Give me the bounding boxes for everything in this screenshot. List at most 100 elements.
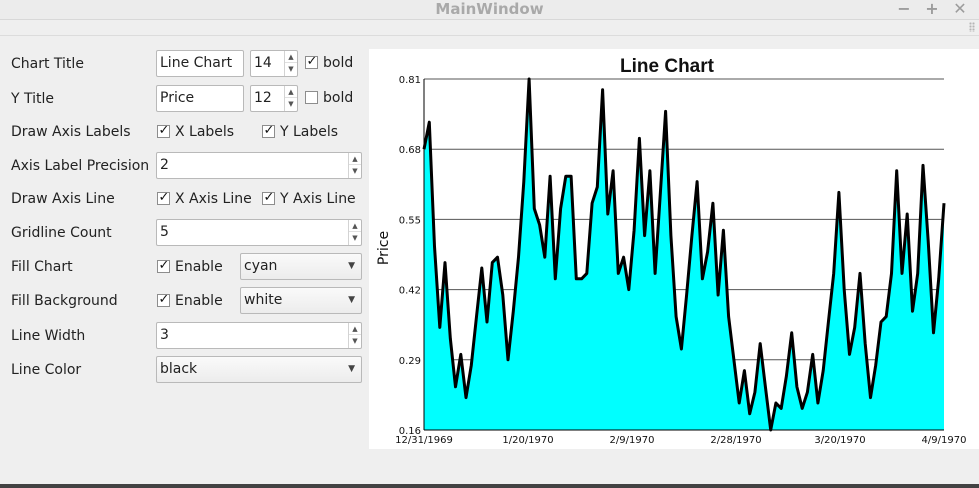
y-axis-title: Price [376,231,392,265]
spin-up-icon[interactable]: ▲ [349,153,361,165]
y-tick-label: 0.29 [399,356,421,367]
chart-title-size-spinbox[interactable]: 14 ▲ ▼ [250,50,298,77]
minimize-icon[interactable]: − [897,0,911,18]
fill-background-label: Fill Background [11,293,118,309]
y-tick-label: 0.68 [399,145,421,156]
check-mark-icon: ✓ [158,258,170,273]
chart-title-bold-checkbox[interactable]: ✓ bold [305,53,353,73]
fill-chart-color-combo[interactable]: cyan ▼ [240,253,362,280]
x-tick-label: 1/20/1970 [502,435,553,446]
line-color-combo[interactable]: black ▼ [156,356,362,383]
spin-up-icon[interactable]: ▲ [285,86,297,98]
gridline-count-label: Gridline Count [11,225,112,241]
chart-title-bold-label: bold [323,55,354,71]
y-title-label: Y Title [11,91,55,107]
fill-background-enable-label: Enable [175,293,223,309]
y-tick-label: 0.42 [399,286,421,297]
spin-up-icon[interactable]: ▲ [349,323,361,335]
fill-chart-label: Fill Chart [11,259,73,275]
draw-axis-labels-label: Draw Axis Labels [11,124,131,140]
chart-title-label: Chart Title [11,56,84,72]
spin-down-icon[interactable]: ▼ [352,337,358,345]
draw-axis-line-label: Draw Axis Line [11,191,115,207]
line-color-label: Line Color [11,362,82,378]
fill-background-color-combo[interactable]: white ▼ [240,287,362,314]
fill-chart-enable-label: Enable [175,259,223,275]
toolbar-grip-icon[interactable] [969,22,975,32]
x-tick-label: 3/20/1970 [814,435,865,446]
y-title-size-spinbox[interactable]: 12 ▲ ▼ [250,85,298,112]
line-width-spinbox[interactable]: 3 ▲ ▼ [156,322,362,349]
x-axis-line-checkbox[interactable]: ✓ X Axis Line [157,189,252,209]
chevron-down-icon: ▼ [348,261,355,271]
check-mark-icon: ✓ [158,292,170,307]
x-tick-label: 2/9/1970 [610,435,655,446]
window-bottom-border [0,484,979,488]
axis-label-precision-value: 2 [160,157,169,173]
check-mark-icon: ✓ [306,54,318,69]
fill-background-enable-checkbox[interactable]: ✓ Enable [157,291,223,311]
axis-label-precision-label: Axis Label Precision [11,158,150,174]
fill-chart-color-value: cyan [244,258,278,274]
toolbar-strip [0,20,979,36]
check-mark-icon: ✓ [263,190,275,205]
y-labels-checkbox[interactable]: ✓ Y Labels [262,122,338,142]
x-tick-label: 12/31/1969 [395,435,453,446]
y-title-bold-checkbox[interactable]: bold [305,88,353,108]
series-line [422,77,946,432]
checkbox-box[interactable]: ✓ [262,123,275,138]
checkbox-box[interactable]: ✓ [157,123,170,138]
chart-title-size-value: 14 [254,55,272,71]
checkbox-box[interactable] [305,91,318,104]
y-title-input[interactable]: Price [156,85,244,112]
spin-down-icon[interactable]: ▼ [288,65,294,73]
x-axis-line-label: X Axis Line [175,191,252,207]
axes [423,79,944,431]
checkbox-box[interactable]: ✓ [262,190,275,205]
x-labels-checkbox[interactable]: ✓ X Labels [157,122,234,142]
window-title: MainWindow [435,0,544,18]
spin-up-icon[interactable]: ▲ [285,51,297,63]
y-axis-line-checkbox[interactable]: ✓ Y Axis Line [262,189,356,209]
spin-down-icon[interactable]: ▼ [288,100,294,108]
x-tick-label: 2/28/1970 [710,435,761,446]
checkbox-box[interactable]: ✓ [305,54,318,69]
y-axis-line-label: Y Axis Line [280,191,356,207]
line-width-value: 3 [160,327,169,343]
check-mark-icon: ✓ [263,123,275,138]
line-color-value: black [160,361,198,377]
x-labels-label: X Labels [175,124,235,140]
check-mark-icon: ✓ [158,123,170,138]
checkbox-box[interactable]: ✓ [157,292,170,307]
series-area-fill [424,79,944,430]
y-tick-label: 0.55 [399,215,421,226]
tick-labels: 0.16 0.29 0.42 0.55 0.68 0.81 12/31/1969 1/20/1… [395,75,966,446]
y-title-size-value: 12 [254,90,272,106]
title-bar: MainWindow − + ✕ [0,0,979,20]
fill-background-color-value: white [244,292,283,308]
chevron-down-icon: ▼ [348,295,355,305]
spin-down-icon[interactable]: ▼ [352,234,358,242]
maximize-icon[interactable]: + [925,0,939,18]
fill-chart-enable-checkbox[interactable]: ✓ Enable [157,257,223,277]
y-labels-label: Y Labels [280,124,339,140]
close-icon[interactable]: ✕ [953,0,967,18]
checkbox-box[interactable]: ✓ [157,190,170,205]
check-mark-icon: ✓ [158,190,170,205]
chart-title-input[interactable]: Line Chart [156,50,244,77]
gridline-count-value: 5 [160,224,169,240]
spin-down-icon[interactable]: ▼ [352,167,358,175]
line-width-label: Line Width [11,328,86,344]
chart-title: Line Chart [620,56,715,77]
y-tick-label: 0.16 [399,426,421,437]
y-title-bold-label: bold [323,90,354,106]
x-tick-label: 4/9/1970 [922,435,967,446]
chevron-down-icon: ▼ [348,364,355,374]
data-series [422,77,946,432]
checkbox-box[interactable]: ✓ [157,258,170,273]
gridline-count-spinbox[interactable]: 5 ▲ ▼ [156,219,362,246]
line-chart: Line Chart Price 0.16 0.29 0.42 0.55 0.68 0.8… [376,56,966,446]
axis-label-precision-spinbox[interactable]: 2 ▲ ▼ [156,152,362,179]
spin-up-icon[interactable]: ▲ [349,220,361,232]
y-tick-label: 0.81 [399,75,421,86]
